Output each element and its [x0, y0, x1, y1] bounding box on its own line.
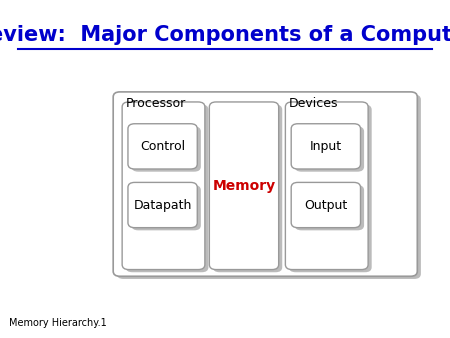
FancyBboxPatch shape — [131, 185, 201, 230]
FancyBboxPatch shape — [291, 183, 360, 228]
FancyBboxPatch shape — [285, 102, 368, 270]
FancyBboxPatch shape — [113, 92, 417, 276]
FancyBboxPatch shape — [291, 124, 360, 169]
Text: Control: Control — [140, 140, 185, 153]
FancyBboxPatch shape — [289, 105, 372, 272]
FancyBboxPatch shape — [126, 105, 208, 272]
Text: Processor: Processor — [126, 97, 186, 110]
Text: Output: Output — [304, 198, 347, 212]
FancyBboxPatch shape — [131, 126, 201, 172]
FancyBboxPatch shape — [128, 124, 197, 169]
Text: Input: Input — [310, 140, 342, 153]
FancyBboxPatch shape — [209, 102, 279, 270]
Text: Memory: Memory — [212, 179, 275, 193]
Text: Datapath: Datapath — [133, 198, 192, 212]
Text: Devices: Devices — [289, 97, 338, 110]
Text: Memory Hierarchy.1: Memory Hierarchy.1 — [9, 318, 107, 328]
FancyBboxPatch shape — [295, 126, 364, 172]
FancyBboxPatch shape — [295, 185, 364, 230]
FancyBboxPatch shape — [213, 105, 282, 272]
FancyBboxPatch shape — [122, 102, 205, 270]
Text: Review:  Major Components of a Computer: Review: Major Components of a Computer — [0, 25, 450, 46]
FancyBboxPatch shape — [117, 95, 421, 279]
FancyBboxPatch shape — [128, 183, 197, 228]
